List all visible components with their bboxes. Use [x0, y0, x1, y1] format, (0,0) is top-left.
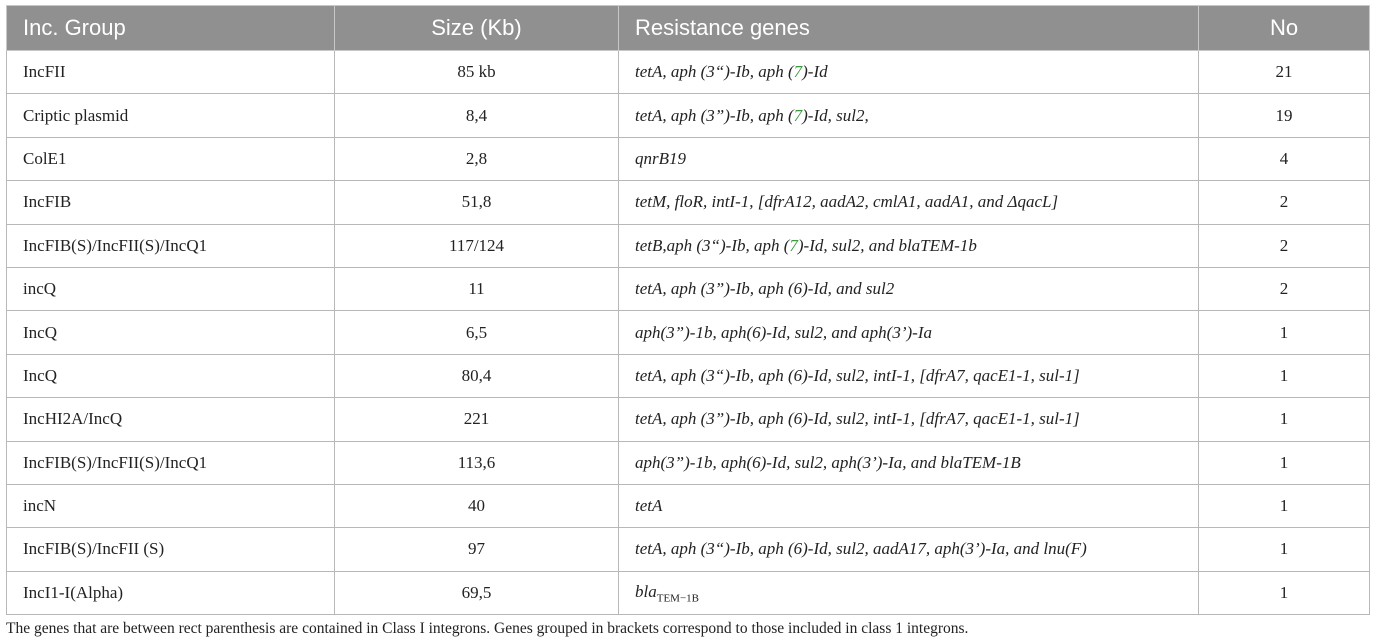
- cell-inc-group: IncI1-I(Alpha): [6, 570, 335, 616]
- cell-genes: tetA, aph (3“)-Ib, aph (7)-Id: [618, 49, 1199, 95]
- genes-text: tetB,aph (3“)-Ib, aph (: [635, 235, 790, 255]
- cell-no: 1: [1198, 483, 1370, 529]
- genes-text: tetA, aph (3”)-Ib, aph (: [635, 105, 794, 125]
- cell-size: 2,8: [334, 136, 619, 182]
- cell-size: 51,8: [334, 180, 619, 225]
- table-row: IncFIB(S)/IncFII(S)/IncQ1 117/124 tetB,a…: [6, 223, 1370, 268]
- cell-size: 221: [334, 397, 619, 442]
- header-inc-group: Inc. Group: [6, 5, 335, 51]
- cell-inc-group: IncFIB: [6, 180, 335, 225]
- table-row: incQ 11 tetA, aph (3”)-Ib, aph (6)-Id, a…: [6, 266, 1370, 312]
- table-row: incN 40 tetA 1: [6, 483, 1370, 529]
- cell-genes: tetA, aph (3“)-Ib, aph (6)-Id, sul2, int…: [618, 353, 1199, 399]
- resistance-table-container: Inc. Group Size (Kb) Resistance genes No…: [6, 5, 1370, 616]
- cell-inc-group: IncQ: [6, 310, 335, 355]
- cell-genes: blaTEM−1B: [618, 570, 1199, 616]
- cell-genes: tetM, floR, intI-1, [dfrA12, aadA2, cmlA…: [618, 180, 1199, 225]
- cell-size: 113,6: [334, 440, 619, 485]
- genes-text: tetA, aph (3“)-Ib, aph (: [635, 62, 794, 82]
- cell-inc-group: ColE1: [6, 136, 335, 182]
- table-body: IncFII 85 kb tetA, aph (3“)-Ib, aph (7)-…: [6, 49, 1370, 616]
- cell-genes: tetB,aph (3“)-Ib, aph (7)-Id, sul2, and …: [618, 223, 1199, 268]
- genes-subscript: TEM−1B: [656, 592, 699, 605]
- table-row: IncFIB(S)/IncFII(S)/IncQ1 113,6 aph(3”)-…: [6, 440, 1370, 485]
- cell-size: 8,4: [334, 93, 619, 138]
- genes-highlight: 7: [793, 105, 803, 125]
- cell-inc-group: incN: [6, 483, 335, 529]
- genes-highlight: 7: [789, 235, 798, 255]
- cell-genes: tetA, aph (3”)-Ib, aph (6)-Id, and sul2: [618, 266, 1199, 312]
- genes-highlight: 7: [793, 62, 803, 82]
- genes-text: )-Id, sul2, and blaTEM-1b: [797, 235, 977, 255]
- cell-inc-group: IncQ: [6, 353, 335, 399]
- table-row: ColE1 2,8 qnrB19 4: [6, 136, 1370, 182]
- cell-no: 1: [1198, 397, 1370, 442]
- table-header: Inc. Group Size (Kb) Resistance genes No: [6, 5, 1370, 51]
- cell-genes: tetA, aph (3”)-Ib, aph (6)-Id, sul2, int…: [618, 397, 1199, 442]
- cell-no: 2: [1198, 223, 1370, 268]
- cell-size: 69,5: [334, 570, 619, 616]
- cell-no: 19: [1198, 93, 1370, 138]
- cell-size: 6,5: [334, 310, 619, 355]
- table-row: IncI1-I(Alpha) 69,5 blaTEM−1B 1: [6, 570, 1370, 616]
- table-row: IncQ 80,4 tetA, aph (3“)-Ib, aph (6)-Id,…: [6, 353, 1370, 399]
- table-footnote: The genes that are between rect parenthe…: [6, 620, 969, 637]
- genes-text: )-Id, sul2,: [802, 105, 869, 125]
- cell-no: 2: [1198, 180, 1370, 225]
- genes-text: bla: [635, 581, 657, 601]
- table-row: IncFIB 51,8 tetM, floR, intI-1, [dfrA12,…: [6, 180, 1370, 225]
- cell-genes: aph(3”)-1b, aph(6)-Id, sul2, aph(3’)-Ia,…: [618, 440, 1199, 485]
- cell-size: 80,4: [334, 353, 619, 399]
- cell-inc-group: IncHI2A/IncQ: [6, 397, 335, 442]
- genes-text: )-Id: [802, 62, 828, 82]
- cell-no: 21: [1198, 49, 1370, 95]
- cell-genes: tetA, aph (3“)-Ib, aph (6)-Id, sul2, aad…: [618, 527, 1199, 572]
- cell-inc-group: incQ: [6, 266, 335, 312]
- cell-genes: aph(3”)-1b, aph(6)-Id, sul2, and aph(3’)…: [618, 310, 1199, 355]
- table-row: IncFIB(S)/IncFII (S) 97 tetA, aph (3“)-I…: [6, 527, 1370, 572]
- cell-genes: tetA: [618, 483, 1199, 529]
- header-row: Inc. Group Size (Kb) Resistance genes No: [6, 5, 1370, 51]
- cell-genes: tetA, aph (3”)-Ib, aph (7)-Id, sul2,: [618, 93, 1199, 138]
- cell-inc-group: IncFIB(S)/IncFII(S)/IncQ1: [6, 223, 335, 268]
- cell-no: 2: [1198, 266, 1370, 312]
- cell-inc-group: IncFIB(S)/IncFII (S): [6, 527, 335, 572]
- cell-size: 40: [334, 483, 619, 529]
- cell-size: 97: [334, 527, 619, 572]
- cell-no: 1: [1198, 527, 1370, 572]
- cell-inc-group: IncFII: [6, 49, 335, 95]
- cell-size: 11: [334, 266, 619, 312]
- cell-size: 85 kb: [334, 49, 619, 95]
- cell-no: 1: [1198, 570, 1370, 616]
- header-size: Size (Kb): [334, 5, 619, 51]
- table-row: IncHI2A/IncQ 221 tetA, aph (3”)-Ib, aph …: [6, 397, 1370, 442]
- cell-no: 1: [1198, 310, 1370, 355]
- cell-genes: qnrB19: [618, 136, 1199, 182]
- header-no: No: [1198, 5, 1370, 51]
- table-row: IncFII 85 kb tetA, aph (3“)-Ib, aph (7)-…: [6, 49, 1370, 95]
- cell-no: 1: [1198, 353, 1370, 399]
- cell-no: 4: [1198, 136, 1370, 182]
- cell-size: 117/124: [334, 223, 619, 268]
- table-row: IncQ 6,5 aph(3”)-1b, aph(6)-Id, sul2, an…: [6, 310, 1370, 355]
- resistance-table: Inc. Group Size (Kb) Resistance genes No…: [6, 5, 1370, 616]
- header-resistance-genes: Resistance genes: [618, 5, 1199, 51]
- cell-no: 1: [1198, 440, 1370, 485]
- table-row: Criptic plasmid 8,4 tetA, aph (3”)-Ib, a…: [6, 93, 1370, 138]
- cell-inc-group: IncFIB(S)/IncFII(S)/IncQ1: [6, 440, 335, 485]
- cell-inc-group: Criptic plasmid: [6, 93, 335, 138]
